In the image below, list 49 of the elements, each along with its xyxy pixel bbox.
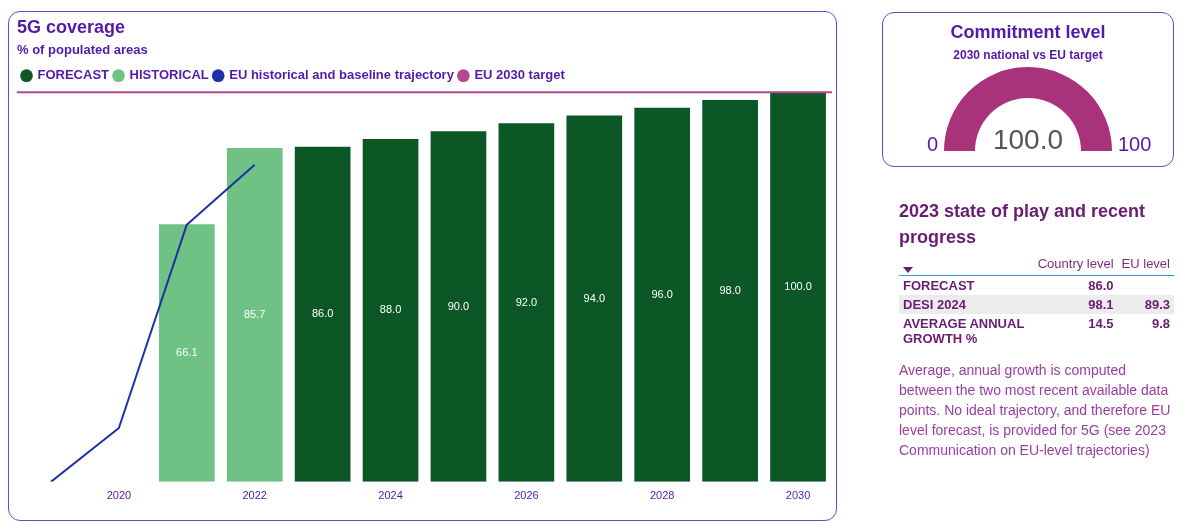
category-label: FORECAST (903, 278, 975, 293)
bar (226, 147, 283, 482)
data-label: 96.0 (651, 287, 673, 300)
bar (770, 92, 826, 482)
legend-label: FORECAST (37, 67, 110, 83)
bar (294, 146, 351, 482)
text: 98.1 (1088, 297, 1114, 312)
data-label: 98.0 (719, 283, 741, 296)
text: 2030 national vs EU target (952, 47, 1104, 63)
chart-subtitle: % of populated areas (17, 41, 148, 57)
text: 0 (926, 133, 938, 155)
legend-label: EU historical and baseline trajectory (229, 67, 455, 83)
data-label: 86.0 (311, 307, 334, 320)
text: 2023 state of play and recent progress (899, 200, 1147, 249)
text: 100 (1118, 133, 1152, 155)
text: 14.5 (1088, 316, 1114, 331)
data-label: 88.0 (379, 303, 402, 316)
x-tick-label: 2030 (785, 489, 811, 502)
legend-label: HISTORICAL (129, 67, 209, 83)
x-tick-label: 2020 (106, 489, 132, 502)
x-tick-label: 2026 (514, 489, 539, 502)
bar (702, 99, 758, 482)
category-label: Country level (1036, 256, 1115, 273)
text: 89.3 (1144, 297, 1170, 312)
data-label: 100.0 (992, 124, 1064, 155)
text: 9.8 (1151, 316, 1170, 331)
bar (430, 131, 487, 482)
data-label: 66.1 (176, 346, 198, 359)
bar (634, 107, 691, 482)
text: Commitment level (949, 21, 1107, 43)
bar (362, 138, 419, 482)
data-label: 94.0 (583, 291, 605, 304)
category-label: EU level (1120, 256, 1171, 273)
bar (158, 224, 215, 482)
text: Average, annual growth is computed between the two most recent available data points. No ideal trajectory, and therefore EU level forecast, is provided for 5G (see 2023 Communication on EU-level trajectories) (899, 361, 1172, 460)
legend-label: EU 2030 target (474, 67, 566, 83)
text: 86.0 (1088, 278, 1114, 293)
x-tick-label: 2022 (242, 489, 267, 502)
category-label: DESI 2024 (903, 297, 966, 312)
data-label: 100.0 (784, 280, 812, 293)
x-tick-label: 2028 (649, 489, 675, 502)
data-label: 90.0 (447, 299, 470, 312)
bar (498, 123, 555, 482)
chart-title: 5G coverage (17, 16, 126, 37)
bar (566, 115, 623, 482)
category-label: AVERAGE ANNUAL GROWTH % (903, 316, 1025, 346)
x-tick-label: 2024 (378, 489, 403, 502)
data-label: 92.0 (515, 295, 538, 308)
data-label: 85.7 (244, 307, 266, 320)
